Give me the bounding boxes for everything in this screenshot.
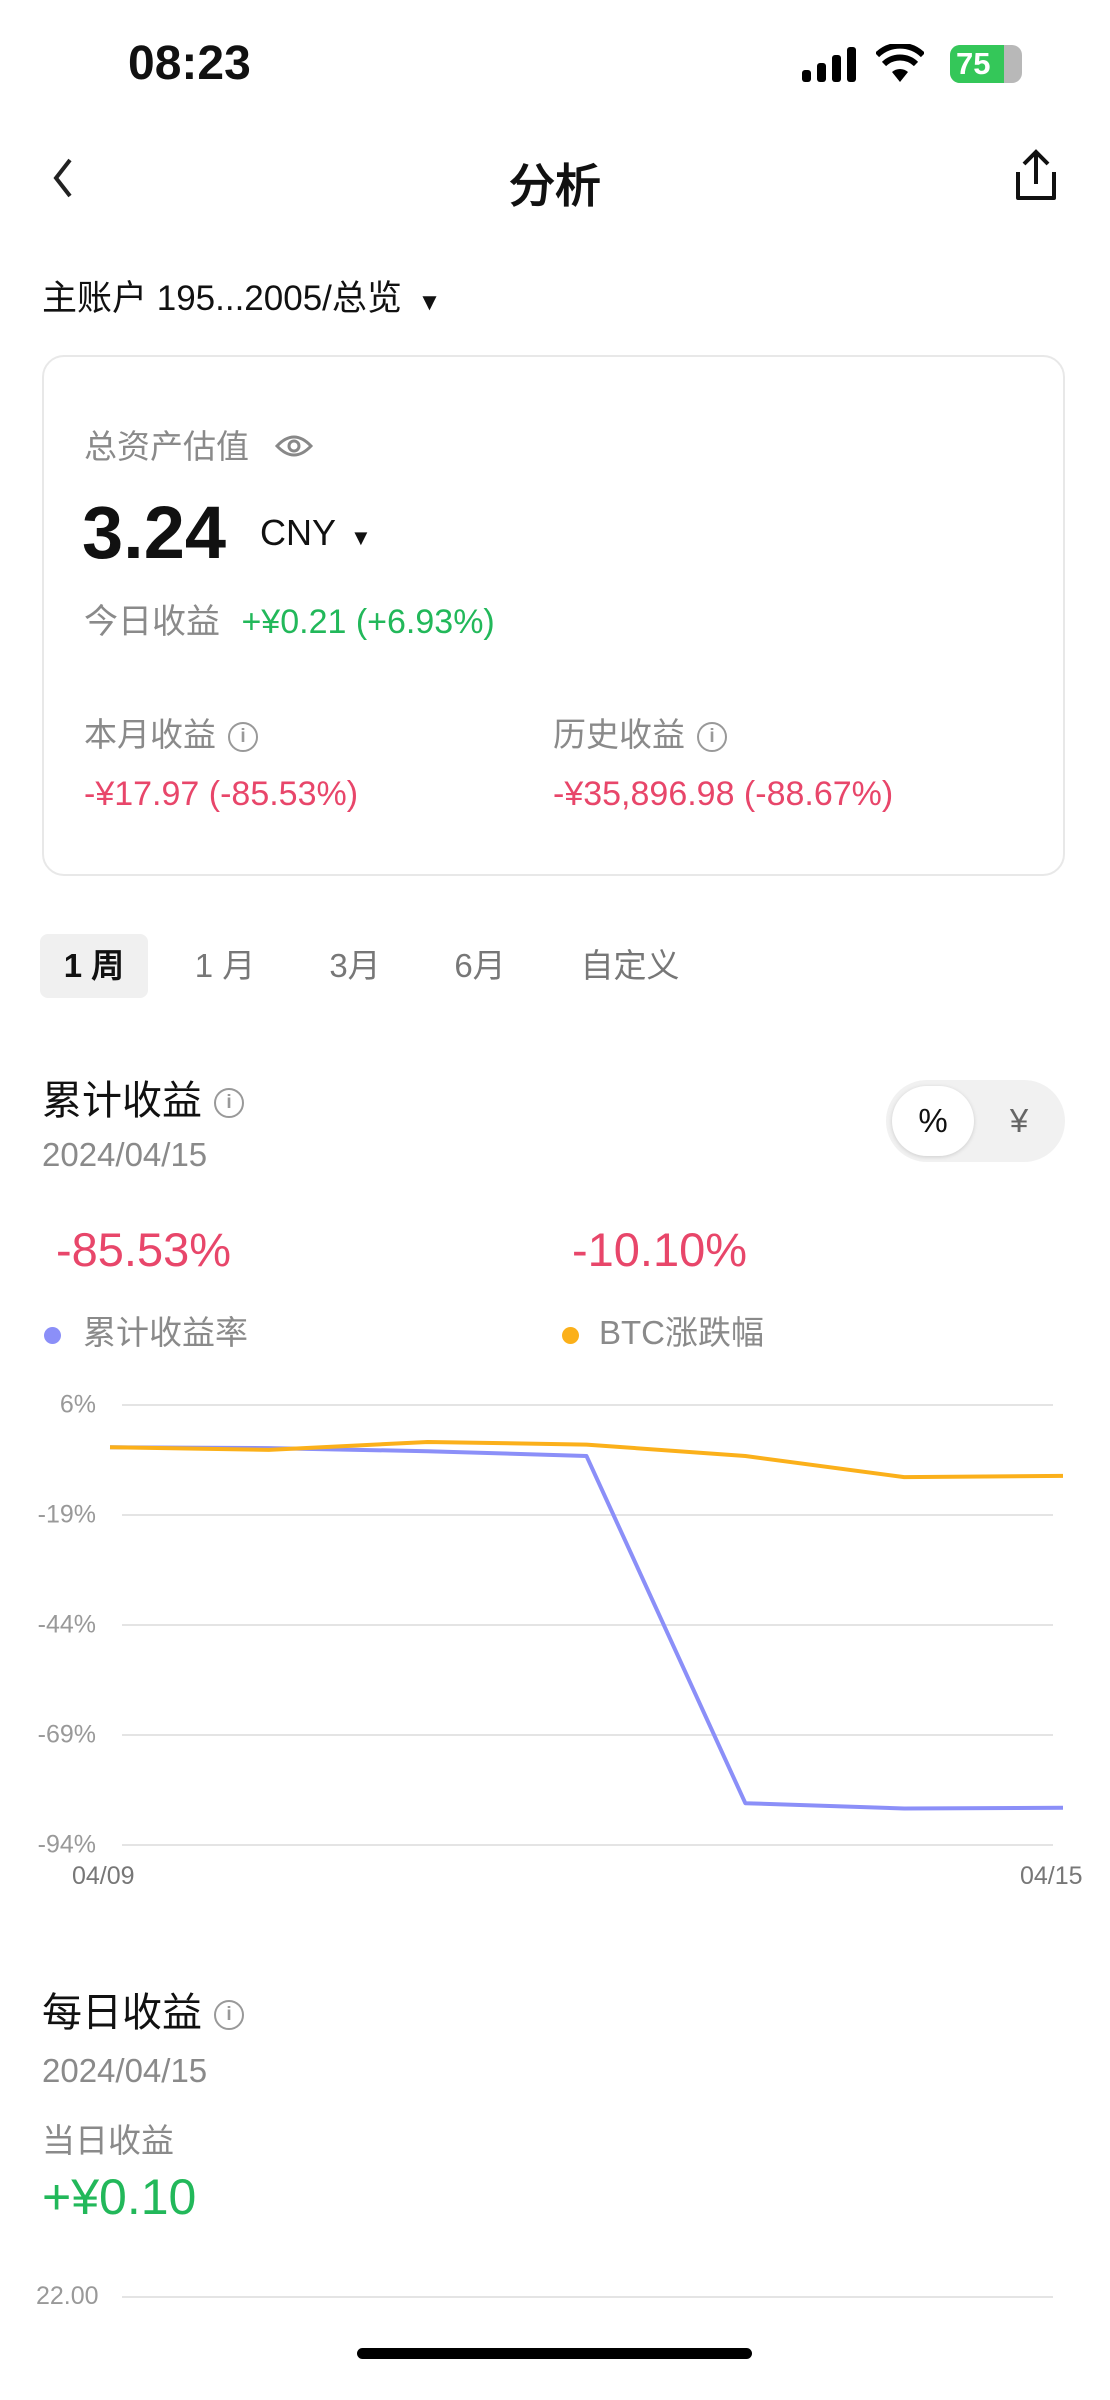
history-label: 历史收益 i	[553, 708, 727, 756]
signal-icon	[800, 46, 858, 82]
y-tick-label: -44%	[37, 1610, 96, 1639]
tab-custom[interactable]: 自定义	[580, 947, 680, 984]
info-icon[interactable]: i	[214, 1088, 244, 1119]
info-icon[interactable]: i	[697, 722, 727, 753]
asset-summary-card	[42, 355, 1065, 876]
y-tick-label: -94%	[37, 1830, 96, 1859]
tab-1-week[interactable]: 1 周	[40, 934, 148, 998]
today-pnl: 今日收益 +¥0.21 (+6.93%)	[84, 603, 495, 641]
gridline	[122, 2296, 1053, 2298]
toggle-yuan[interactable]: ¥	[1009, 1102, 1029, 1139]
battery-level: 75	[956, 46, 991, 81]
daily-y-tick: 22.00	[36, 2282, 99, 2310]
caret-down-icon: ▼	[417, 289, 442, 316]
home-indicator[interactable]	[357, 2348, 752, 2359]
currency-selector[interactable]: CNY ▼	[260, 512, 372, 553]
cumulative-chart	[109, 1404, 1064, 1846]
y-tick-label: -69%	[37, 1720, 96, 1749]
y-tick-label: 6%	[59, 1390, 96, 1419]
cumulative-return-line	[109, 1445, 1064, 1811]
info-icon[interactable]: i	[228, 722, 258, 753]
info-icon[interactable]: i	[214, 2000, 244, 2031]
tab-6-month[interactable]: 6月	[454, 947, 506, 984]
daily-label: 当日收益	[42, 2122, 174, 2159]
legend-dot	[562, 1326, 579, 1344]
legend-cumulative: 累计收益率	[44, 1306, 248, 1354]
total-value: 3.24	[82, 491, 227, 574]
btc-change-value: -10.10%	[572, 1223, 748, 1276]
wifi-icon	[874, 42, 926, 87]
share-button[interactable]	[1012, 148, 1060, 209]
total-label: 总资产估值	[84, 420, 314, 468]
tab-3-month[interactable]: 3月	[329, 947, 381, 984]
back-button[interactable]	[44, 152, 84, 204]
cumulative-date: 2024/04/15	[42, 1136, 208, 1173]
unit-toggle[interactable]: % ¥	[886, 1080, 1065, 1162]
battery-icon: 75	[950, 45, 1022, 83]
tab-1-month[interactable]: 1 月	[194, 947, 256, 984]
page-title: 分析	[509, 160, 601, 212]
history-value: -¥35,896.98 (-88.67%)	[553, 775, 894, 813]
y-tick-label: -19%	[37, 1500, 96, 1529]
x-tick-label: 04/09	[72, 1862, 135, 1890]
btc-change-line	[109, 1439, 1064, 1480]
daily-title: 每日收益 i	[42, 1980, 244, 2038]
daily-value: +¥0.10	[42, 2169, 197, 2225]
account-selector[interactable]: 主账户 195...2005/总览 ▼	[42, 270, 441, 321]
x-tick-label: 04/15	[1020, 1862, 1083, 1890]
cumulative-return-value: -85.53%	[56, 1223, 232, 1276]
caret-down-icon: ▼	[350, 525, 372, 550]
cumulative-title: 累计收益 i	[42, 1068, 244, 1126]
legend-btc: BTC涨跌幅	[562, 1306, 764, 1354]
legend-dot	[44, 1326, 61, 1344]
month-label: 本月收益 i	[84, 708, 258, 756]
account-label: 主账户 195...2005/总览	[42, 279, 402, 318]
toggle-percent[interactable]: %	[892, 1086, 974, 1156]
month-value: -¥17.97 (-85.53%)	[84, 775, 359, 813]
daily-date: 2024/04/15	[42, 2052, 208, 2089]
eye-icon[interactable]	[274, 430, 314, 468]
status-time: 08:23	[128, 37, 251, 90]
